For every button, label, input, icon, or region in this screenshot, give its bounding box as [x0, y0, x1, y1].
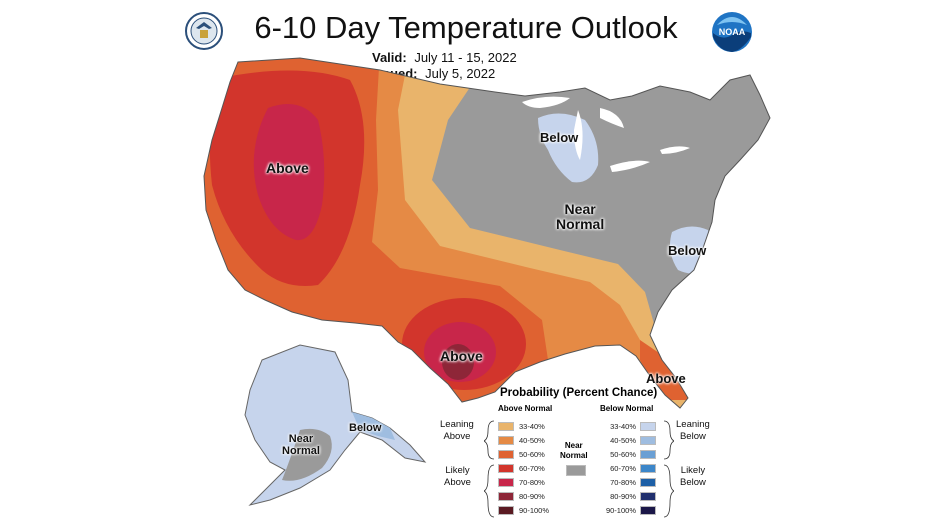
- valid-value: July 11 - 15, 2022: [414, 50, 517, 65]
- page-title: 6-10 Day Temperature Outlook: [254, 10, 678, 45]
- legend-below-item: 33-40%: [604, 421, 661, 432]
- legend-swatch: [640, 450, 656, 459]
- legend-swatch: [498, 436, 514, 445]
- label-ak-below: Below: [349, 422, 382, 434]
- legend-leaning-below: Leaning Below: [676, 419, 710, 442]
- valid-dates: Valid: July 11 - 15, 2022: [372, 50, 517, 65]
- legend-above-item: 70-80%: [498, 477, 545, 488]
- legend-near-normal: Near Normal: [560, 441, 588, 460]
- issued-value: July 5, 2022: [425, 66, 496, 81]
- legend-likely-below: Likely Below: [680, 465, 706, 488]
- legend-leaning-above: Leaning Above: [440, 419, 474, 442]
- label-near-normal: Near Normal: [556, 201, 605, 233]
- legend-swatch: [498, 422, 514, 431]
- legend-swatch: [498, 464, 514, 473]
- legend-above-item: 80-90%: [498, 491, 545, 502]
- label-above-west: Above: [266, 160, 309, 176]
- label-ak-near-normal: Near Normal: [282, 433, 320, 458]
- label-below-michigan: Below: [540, 130, 579, 145]
- legend-below-header: Below Normal: [600, 404, 654, 413]
- legend-title: Probability (Percent Chance): [500, 387, 658, 399]
- legend-swatch: [498, 506, 514, 515]
- probability-legend: Probability (Percent Chance) Above Norma…: [440, 385, 730, 520]
- legend-swatch: [640, 478, 656, 487]
- label-above-florida: Above: [646, 371, 686, 386]
- svg-text:NOAA: NOAA: [719, 27, 746, 37]
- legend-swatch: [640, 464, 656, 473]
- label-above-texas: Above: [440, 348, 483, 364]
- legend-near-normal-swatch: [566, 465, 586, 476]
- legend-below-item: 70-80%: [604, 477, 661, 488]
- legend-below-item: 90-100%: [604, 505, 661, 516]
- legend-above-item: 40-50%: [498, 435, 545, 446]
- legend-above-header: Above Normal: [498, 404, 553, 413]
- legend-above-item: 60-70%: [498, 463, 545, 474]
- legend-above-item: 90-100%: [498, 505, 549, 516]
- noaa-logo-icon: NOAA: [712, 12, 752, 52]
- legend-below-item: 50-60%: [604, 449, 661, 460]
- label-below-carolina: Below: [668, 243, 707, 258]
- legend-swatch: [640, 422, 656, 431]
- legend-swatch: [640, 506, 656, 515]
- legend-above-item: 50-60%: [498, 449, 545, 460]
- legend-swatch: [640, 436, 656, 445]
- valid-label: Valid:: [372, 50, 407, 65]
- legend-below-item: 80-90%: [604, 491, 661, 502]
- legend-above-item: 33-40%: [498, 421, 545, 432]
- legend-swatch: [498, 450, 514, 459]
- legend-swatch: [498, 492, 514, 501]
- legend-below-item: 60-70%: [604, 463, 661, 474]
- legend-likely-above: Likely Above: [444, 465, 471, 488]
- commerce-seal-icon: [185, 12, 223, 50]
- legend-swatch: [640, 492, 656, 501]
- legend-bracket-above: [484, 420, 495, 518]
- legend-below-item: 40-50%: [604, 435, 661, 446]
- legend-bracket-below: [663, 420, 674, 518]
- legend-swatch: [498, 478, 514, 487]
